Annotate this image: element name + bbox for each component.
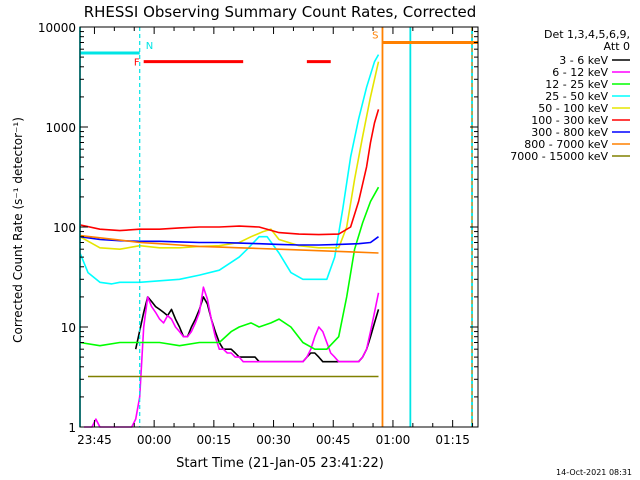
legend-entry-2: 12 - 25 keV [545,78,608,91]
y-axis-ticks: 1 10 100 1000 10000 [38,21,478,435]
legend-subtitle: Att 0 [604,40,630,53]
series-line-2 [79,186,380,351]
legend-entry-6: 300 - 800 keV [531,126,608,139]
timestamp: 14-Oct-2021 08:31 [556,468,632,477]
series-line-1 [84,286,380,428]
legend-entry-4: 50 - 100 keV [538,102,608,115]
x-tick-label: 01:00 [376,433,411,447]
x-tick-label: 01:15 [435,433,470,447]
legend-entry-3: 25 - 50 keV [545,90,608,103]
chart-title: RHESSI Observing Summary Count Rates, Co… [84,3,477,21]
legend-title: Det 1,3,4,5,6,9, [544,28,630,41]
y-tick-label: 100 [53,221,76,235]
x-tick-label: 00:30 [256,433,291,447]
y-tick-label: 10 [61,321,76,335]
y-axis-label: Corrected Count Rate (s⁻¹ detector⁻¹) [11,117,25,343]
flag-label-2: S [372,30,378,41]
x-tick-label: 23:45 [77,433,112,447]
x-tick-label: 00:45 [316,433,351,447]
legend-entry-7: 800 - 7000 keV [524,138,608,151]
flag-label-0: N [146,41,153,52]
y-tick-label: 10000 [38,21,76,35]
x-tick-label: 00:15 [197,433,232,447]
legend-entry-5: 100 - 300 keV [531,114,608,127]
series-layer [79,54,380,428]
x-axis-label: Start Time (21-Jan-05 23:41:22) [176,456,384,471]
y-tick-label: 1000 [45,121,76,135]
legend-entry-1: 6 - 12 keV [552,66,608,79]
x-tick-label: 00:00 [137,433,172,447]
y-tick-label: 1 [68,421,76,435]
series-line-4 [79,61,380,250]
flag-label-1: F [134,58,140,69]
series-line-7 [79,234,379,254]
series-line-3 [79,54,380,285]
legend-entry-8: 7000 - 15000 keV [510,150,608,163]
legend-entry-0: 3 - 6 keV [559,54,608,67]
x-axis-ticks: 23:45 00:00 00:15 00:30 00:45 01:00 01:15 [77,27,474,447]
series-line-5 [79,109,380,236]
